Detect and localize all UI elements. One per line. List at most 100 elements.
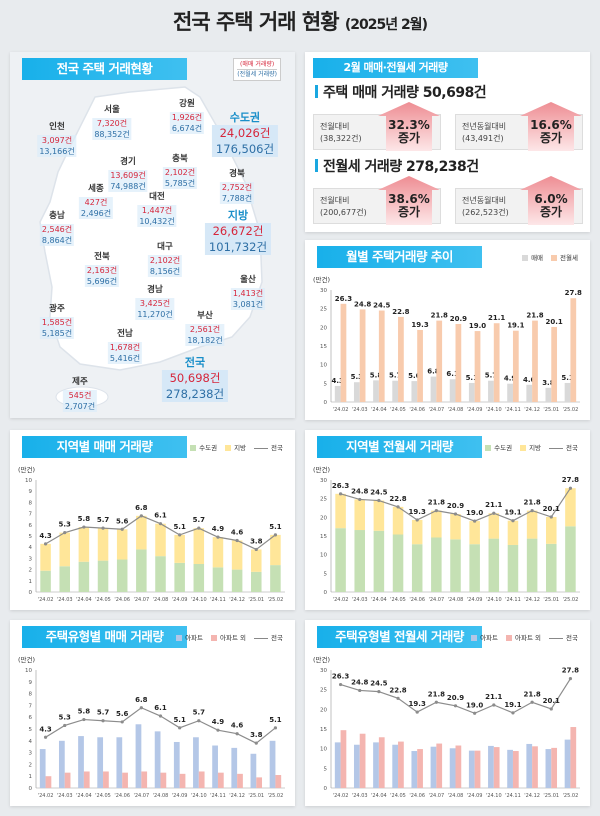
legend-item: 아파트 외 xyxy=(506,632,541,642)
data-label: 5.7 xyxy=(193,709,206,717)
data-label: 19.1 xyxy=(504,701,521,709)
data-label: 5.6 xyxy=(116,710,129,718)
bar-매매 xyxy=(468,382,475,402)
title-main: 전국 주택 거래 현황 xyxy=(173,10,339,34)
region-sale: 7,320건 xyxy=(92,118,132,129)
y-tick-label: 0 xyxy=(29,786,33,792)
bar-전월세 xyxy=(570,298,577,402)
y-tick-label: 4 xyxy=(29,739,33,745)
bar-수도권 xyxy=(507,544,519,592)
data-label: 21.1 xyxy=(488,314,505,322)
data-label: 22.8 xyxy=(392,308,409,316)
map-legend: (매매 거래량) (전월세 거래량) xyxy=(233,58,281,81)
y-tick-label: 20 xyxy=(320,325,327,331)
bar-지방 xyxy=(488,513,500,539)
bar-전월세 xyxy=(493,323,500,402)
x-tick-label: '24.05 xyxy=(95,597,111,603)
region-rent: 10,432건 xyxy=(137,216,177,227)
region-rent: 7,788건 xyxy=(219,193,255,204)
data-label: 5.1 xyxy=(173,523,186,531)
region-name: 충남 xyxy=(49,211,65,221)
region-sale: 1,926건 xyxy=(169,112,205,123)
bar-아파트 xyxy=(507,749,513,788)
region-label: 세종 427건 2,496건 xyxy=(78,184,114,219)
bar-아파트 xyxy=(116,737,123,788)
comparison-box: 전월대비 (38,322건) 32.3% 증가 xyxy=(313,102,441,151)
line-point xyxy=(568,677,573,681)
line-point xyxy=(377,498,381,503)
legend-label: 전국 xyxy=(566,444,578,452)
chart-svg: 012345678910'24.02'24.03'24.04'24.05'24.… xyxy=(25,478,285,603)
data-label: 21.8 xyxy=(431,312,448,320)
x-tick-label: '24.11 xyxy=(505,793,521,799)
y-tick-label: 20 xyxy=(320,707,327,713)
data-label: 5.7 xyxy=(193,516,206,524)
data-label: 6.1 xyxy=(154,704,167,712)
x-tick-label: '24.10 xyxy=(486,597,502,603)
region-name: 인천 xyxy=(49,122,65,132)
bar-아파트 외 xyxy=(436,743,443,788)
y-tick-label: 20 xyxy=(320,515,327,521)
region-rent: 2,707건 xyxy=(62,401,98,412)
bar-아파트 xyxy=(353,744,360,788)
data-label: 20.1 xyxy=(543,505,560,513)
bar-아파트 외 xyxy=(122,772,128,788)
x-tick-label: '25.02 xyxy=(563,793,579,799)
region-label: 충북 2,102건 5,785건 xyxy=(162,154,198,189)
line-point xyxy=(158,522,163,526)
x-tick-label: '24.09 xyxy=(467,597,483,603)
data-label: 6.8 xyxy=(135,696,148,704)
region-sale: 13,609건 xyxy=(108,170,148,181)
bar-아파트 xyxy=(373,742,379,788)
data-label: 26.3 xyxy=(335,295,352,303)
region-name: 대전 xyxy=(149,192,165,202)
region-label: 경남 3,425건 11,270건 xyxy=(135,285,175,320)
x-tick-label: '24.07 xyxy=(428,407,444,413)
bar-지방 xyxy=(373,500,385,531)
bar-아파트 xyxy=(334,742,341,788)
bar-수도권 xyxy=(469,544,480,592)
line-point xyxy=(530,509,534,513)
bar-아파트 xyxy=(488,745,494,788)
chart-legend: 수도권 지방 전국 xyxy=(190,442,283,452)
legend-item: 매매 xyxy=(522,252,543,262)
data-label: 22.8 xyxy=(389,495,406,503)
bar-지방 xyxy=(116,529,128,560)
x-tick-label: '24.03 xyxy=(57,597,73,603)
bar-지방 xyxy=(526,510,538,539)
y-unit: (만건) xyxy=(313,466,331,474)
map-panel: 전국 주택 거래현황 (매매 거래량) (전월세 거래량) 인천 3,097건 13… xyxy=(10,52,295,418)
bar-수도권 xyxy=(431,537,442,592)
line-point xyxy=(415,518,419,522)
bar-수도권 xyxy=(335,528,346,592)
x-tick-label: '24.05 xyxy=(390,793,406,799)
y-tick-label: 3 xyxy=(29,751,33,757)
chart-svg: 051015202530'24.02'24.03'24.04'24.05'24.… xyxy=(320,288,582,413)
bar-매매 xyxy=(353,382,360,402)
data-label: 5.3 xyxy=(59,713,72,721)
legend-label: 아파트 외 xyxy=(220,634,247,642)
up-arrow-icon: 16.6% 증가 xyxy=(520,102,582,151)
bar-아파트 xyxy=(39,749,46,788)
bar-아파트 xyxy=(526,743,533,788)
data-label: 24.8 xyxy=(354,300,371,308)
y-tick-label: 0 xyxy=(324,786,328,792)
y-tick-label: 8 xyxy=(29,692,33,698)
data-label: 26.3 xyxy=(332,673,349,681)
y-tick-label: 15 xyxy=(320,344,327,350)
legend-item: 전국 xyxy=(254,442,283,452)
bar-수도권 xyxy=(251,571,262,592)
region-sale: 24,026건 xyxy=(211,125,279,141)
x-tick-label: '24.03 xyxy=(352,793,368,799)
region-rent: 11,270건 xyxy=(135,309,175,320)
bar-전월세 xyxy=(436,320,443,402)
line-point xyxy=(396,505,400,509)
x-tick-label: '24.09 xyxy=(467,793,483,799)
y-tick-label: 1 xyxy=(29,579,33,585)
comparison-base: (38,322건) xyxy=(320,134,362,143)
region-label: 대전 1,447건 10,432건 xyxy=(137,192,177,227)
x-tick-label: '24.06 xyxy=(409,793,425,799)
sale-heading: 주택 매매 거래량 50,698건 xyxy=(315,82,487,102)
comparison-direction: 증가 xyxy=(397,205,421,219)
line-point xyxy=(178,726,182,730)
